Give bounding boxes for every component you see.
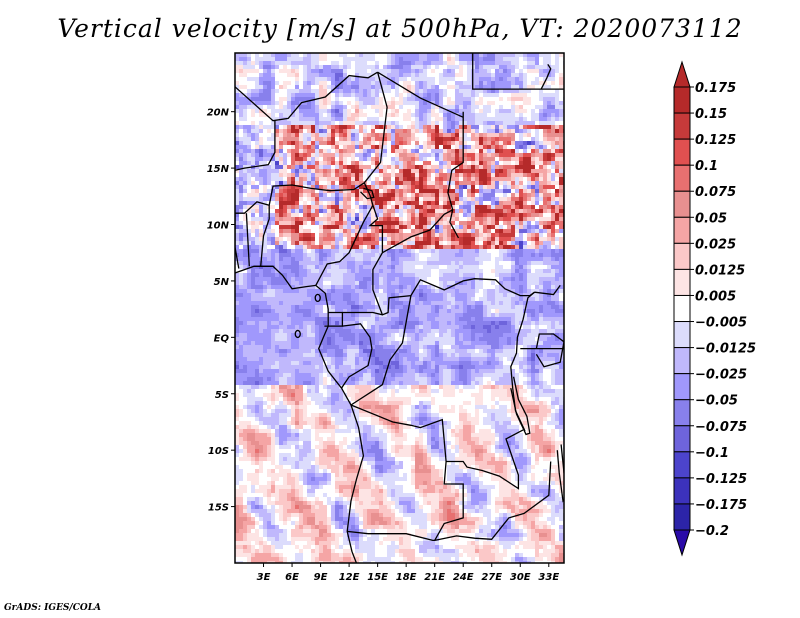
border-line [245,213,250,267]
x-tick-label: 3E [257,572,271,583]
colorbar: 0.175 0.15 0.125 0.1 0.075 0.05 0.025 0.0125 0.0… [673,60,756,557]
country-borders [235,53,564,563]
y-tick-label: 10S [208,446,229,457]
border-line [340,323,373,389]
border-line [534,285,561,296]
x-tick-label: 9E [314,572,328,583]
x-tick-label: 12E [339,572,360,583]
colorbar-swatch [673,477,691,505]
y-tick-label: 15N [207,164,230,175]
colorbar-label: 0.025 [695,237,736,252]
island-outline [294,329,301,339]
grads-credit: GrADS: IGES/COLA [4,603,102,613]
colorbar-label: −0.025 [695,368,747,383]
x-tick-label: 6E [285,572,299,583]
colorbar-label: 0.175 [695,81,736,96]
border-line [510,376,531,436]
border-line [434,461,552,542]
border-line [342,311,383,316]
colorbar-swatch [673,373,691,401]
colorbar-label: −0.2 [695,524,729,539]
colorbar-label: −0.125 [695,472,747,487]
colorbar-swatch [673,164,691,192]
x-tick-label: 21E [424,572,445,583]
colorbar-label: −0.05 [695,394,738,409]
border-line [540,63,552,90]
x-tick-label: 30E [510,572,531,583]
x-tick-label: 27E [481,572,502,583]
y-tick-label: 15S [208,503,229,514]
colorbar-label: 0.1 [695,159,718,174]
border-line [324,311,344,327]
y-tick-label: EQ [214,333,230,344]
border-line [315,182,374,286]
colorbar-swatch [673,242,691,270]
colorbar-label: 0.15 [695,107,727,122]
colorbar-over-triangle [673,60,691,88]
colorbar-swatch [673,294,691,323]
y-axis: 20N 15N 10N 5N EQ 5S 10S 15S [207,108,235,514]
colorbar-label: −0.1 [695,446,729,461]
colorbar-label: 0.125 [695,133,736,148]
map-title: Vertical velocity [m/s] at 500hPa, VT: 2… [57,14,743,43]
colorbar-swatch [673,112,691,140]
border-line [268,182,365,206]
y-tick-label: 20N [207,108,230,119]
colorbar-label: 0.075 [695,185,736,200]
colorbar-label: 0.0125 [695,263,745,278]
colorbar-swatch [673,399,691,427]
colorbar-swatch [673,216,691,244]
colorbar-under-triangle [673,529,691,557]
x-tick-label: 24E [453,572,474,583]
x-tick-label: 33E [538,572,559,583]
border-line [347,461,464,542]
border-line [472,53,564,90]
y-tick-label: 5S [215,390,229,401]
colorbar-swatch [673,347,691,375]
border-line [235,71,378,122]
y-tick-label: 5N [214,277,230,288]
map-frame [234,52,565,564]
colorbar-swatch [673,268,691,296]
border-line [235,265,365,563]
colorbar-label: −0.0125 [695,342,756,357]
colorbar-swatch [673,138,691,166]
colorbar-swatch [673,425,691,453]
island-outline [314,293,321,302]
border-line [235,213,240,269]
colorbar-label: 0.05 [695,211,727,226]
colorbar-label: −0.075 [695,420,747,435]
border-line [350,404,524,490]
colorbar-swatch [673,321,691,349]
colorbar-swatch [673,503,691,531]
colorbar-label: 0.005 [695,289,736,304]
colorbar-label: −0.005 [695,316,747,331]
border-line [377,71,464,239]
colorbar-swatch [673,86,691,114]
border-line [382,209,454,254]
x-axis: 3E 6E 9E 12E 15E 18E 21E 24E 27E 30E 33E [257,563,559,583]
border-line [350,295,412,406]
border-line [535,333,564,368]
x-tick-label: 18E [396,572,417,583]
colorbar-swatch [673,190,691,218]
border-line [360,187,375,200]
colorbar-label: −0.175 [695,498,747,513]
colorbar-swatch [673,451,691,479]
border-line [368,205,535,316]
x-tick-label: 15E [367,572,388,583]
border-line [363,72,388,184]
border-line [235,120,276,171]
y-tick-label: 10N [207,221,230,232]
velocity-field [235,53,564,563]
